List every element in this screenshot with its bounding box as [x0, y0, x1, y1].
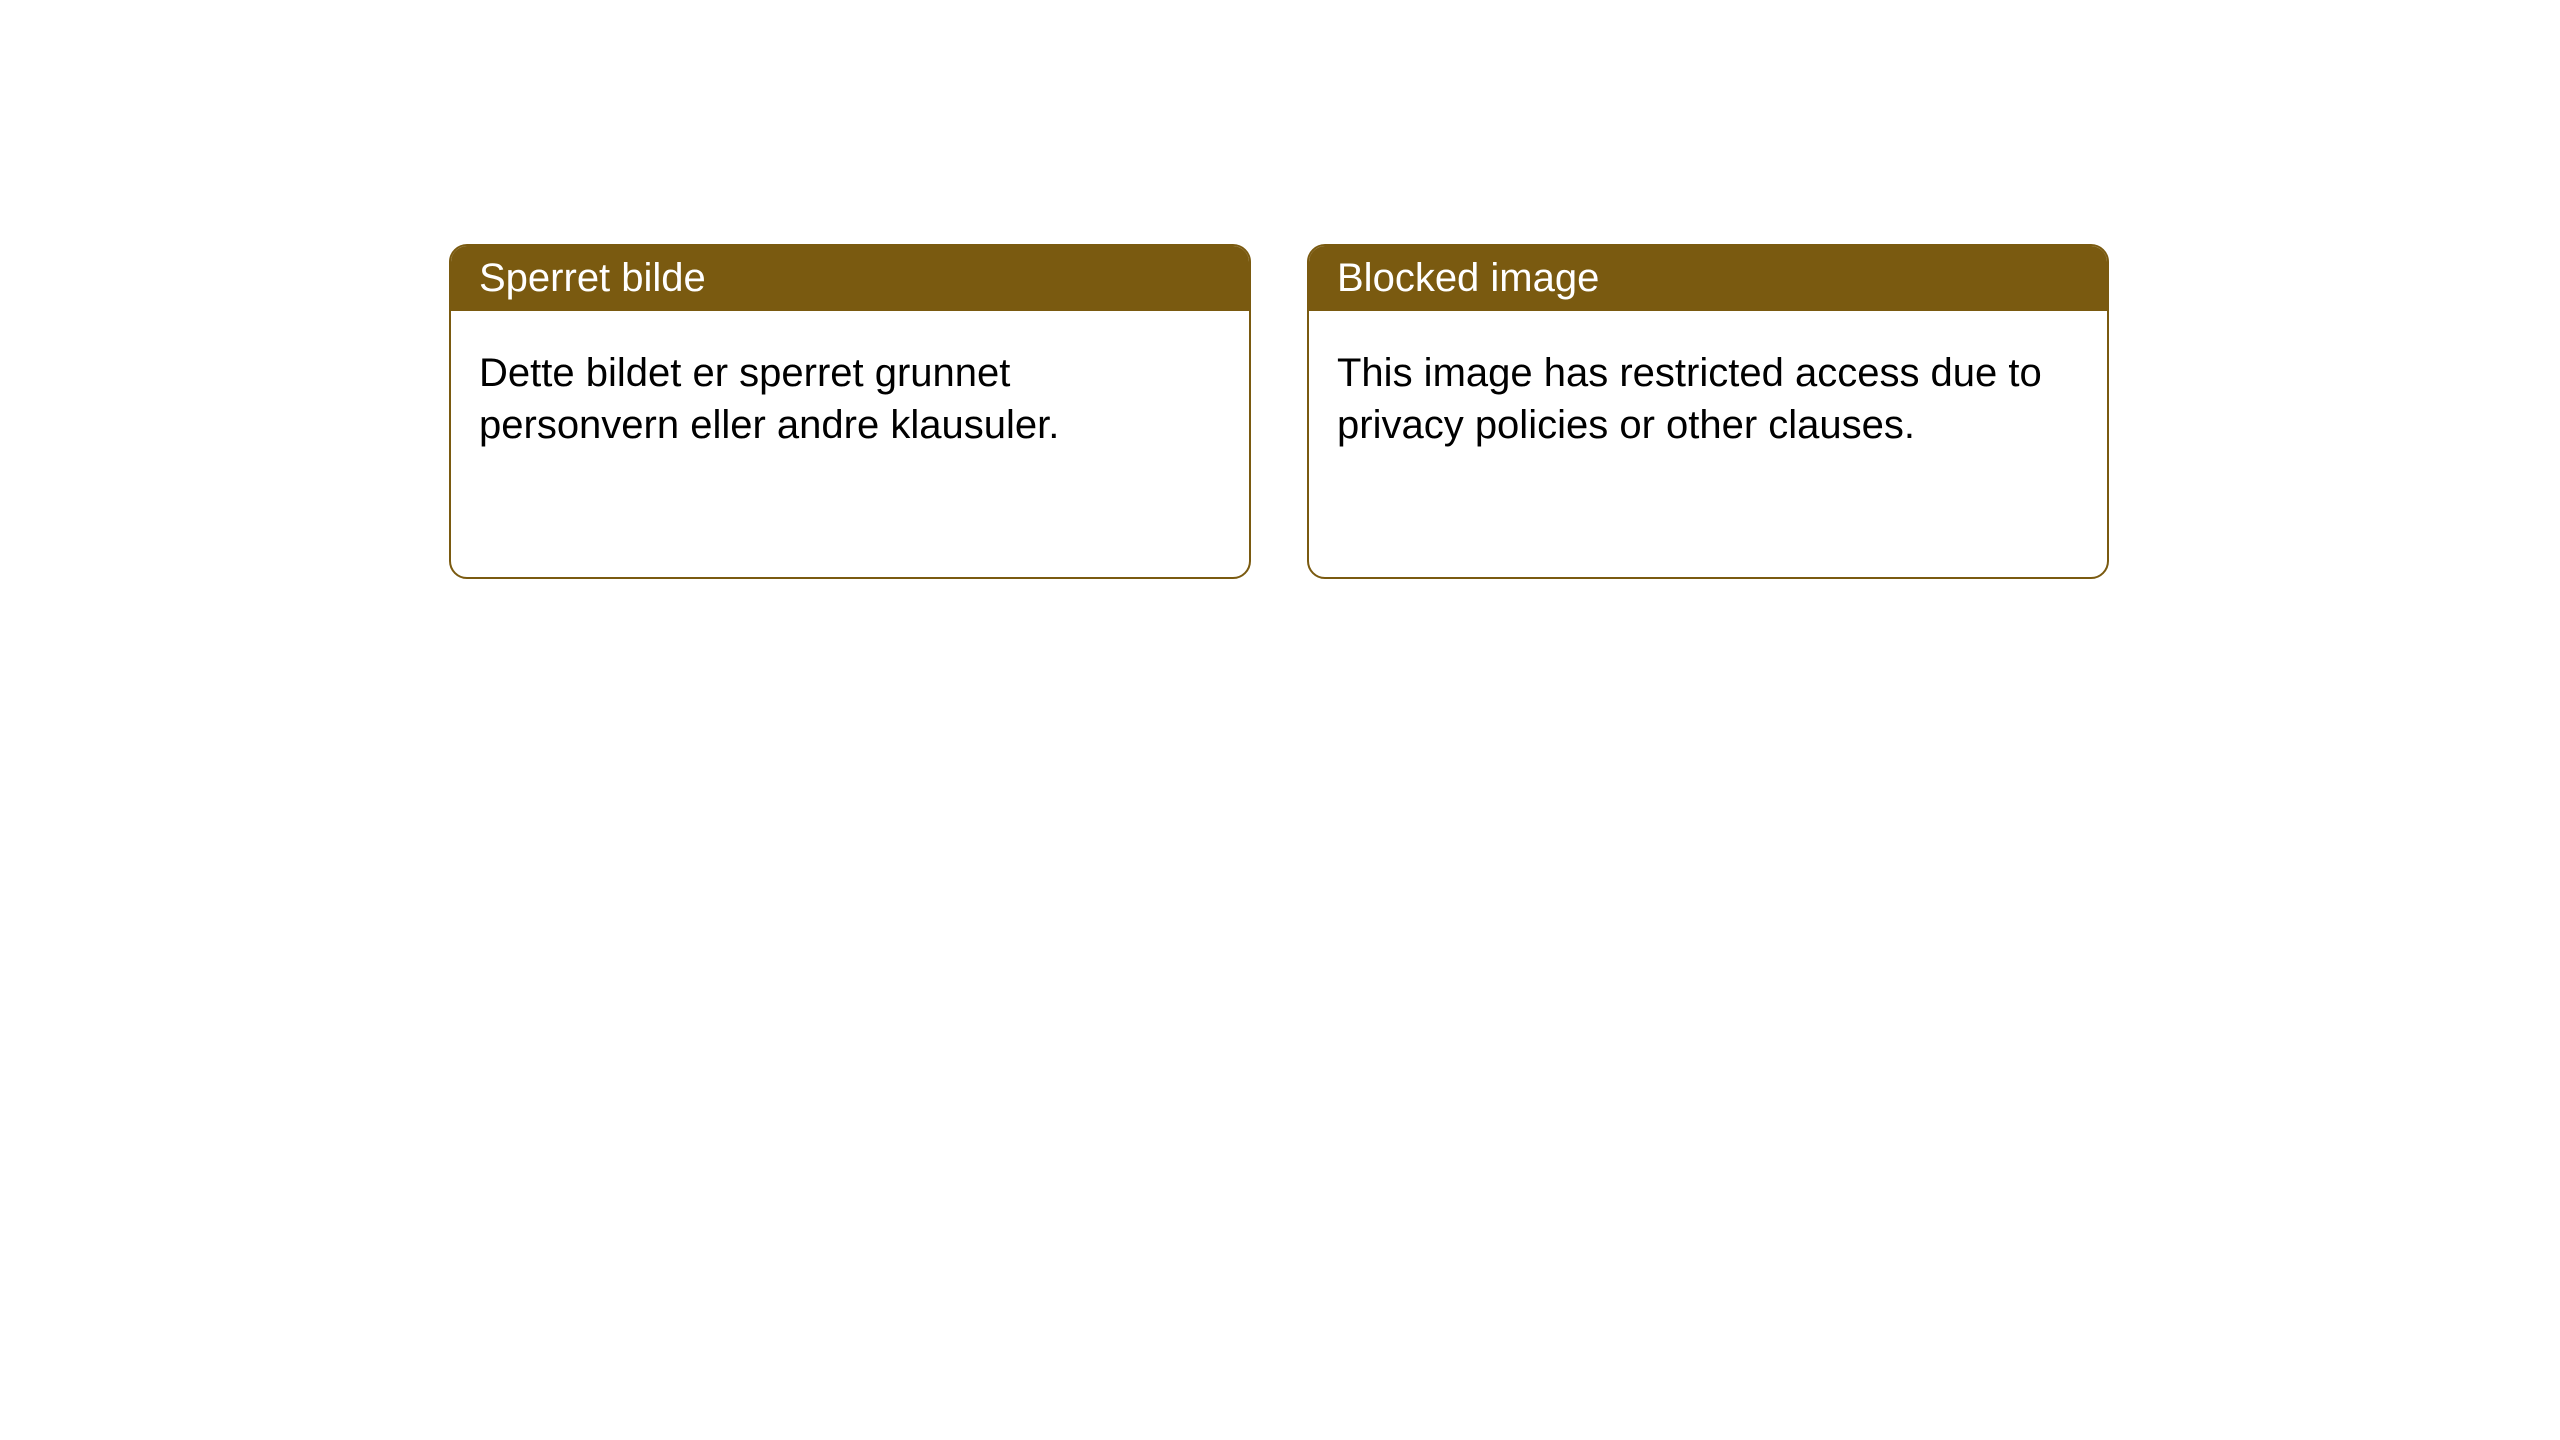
notice-body-english: This image has restricted access due to …	[1309, 311, 2107, 487]
notice-text-norwegian: Dette bildet er sperret grunnet personve…	[479, 351, 1059, 447]
notice-header-norwegian: Sperret bilde	[451, 246, 1249, 311]
notice-text-english: This image has restricted access due to …	[1337, 351, 2042, 447]
notice-body-norwegian: Dette bildet er sperret grunnet personve…	[451, 311, 1249, 487]
notice-header-english: Blocked image	[1309, 246, 2107, 311]
notice-container: Sperret bilde Dette bildet er sperret gr…	[449, 244, 2109, 579]
notice-box-english: Blocked image This image has restricted …	[1307, 244, 2109, 579]
notice-title-norwegian: Sperret bilde	[479, 256, 706, 300]
notice-title-english: Blocked image	[1337, 256, 1599, 300]
notice-box-norwegian: Sperret bilde Dette bildet er sperret gr…	[449, 244, 1251, 579]
